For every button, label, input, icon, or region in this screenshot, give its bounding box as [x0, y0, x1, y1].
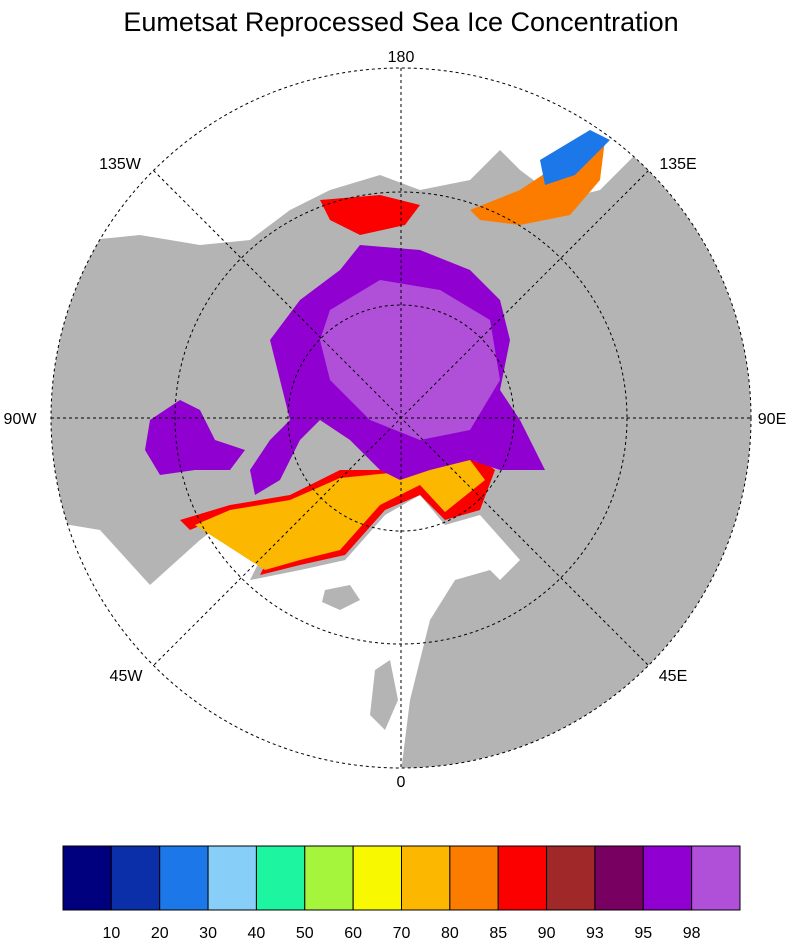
colorbar-label: 10	[102, 925, 120, 942]
colorbar-box	[642, 845, 693, 911]
colorbar-box	[546, 845, 596, 911]
longitude-label: 135W	[99, 156, 142, 173]
longitude-label: 45E	[659, 668, 687, 685]
colorbar-label: 80	[441, 925, 459, 942]
colorbar-label: 40	[248, 925, 266, 942]
map-border	[50, 67, 752, 769]
colorbar-label: 50	[296, 925, 314, 942]
british-isles	[370, 660, 398, 730]
sea-ice	[320, 280, 500, 440]
longitude-label: 90W	[4, 411, 38, 428]
ice-edge	[540, 130, 610, 185]
colorbar-box	[110, 845, 161, 911]
colorbar-box	[594, 845, 644, 911]
hudson-bay-ice	[145, 400, 245, 475]
colorbar-label: 60	[344, 925, 362, 942]
colorbar-box	[62, 845, 112, 911]
colorbar-box	[497, 845, 548, 911]
longitude-labels: 180 135E 90E 45E 0 45W 90W 135W	[4, 49, 787, 791]
colorbar-box	[691, 845, 741, 911]
colorbar-box	[207, 845, 257, 911]
colorbar-label: 85	[489, 925, 507, 942]
ice-edge	[320, 195, 420, 235]
colorbar-box	[352, 845, 402, 911]
colorbar-label: 70	[393, 925, 411, 942]
longitude-label: 90E	[758, 411, 786, 428]
longitude-label: 0	[397, 774, 406, 791]
meridian	[153, 170, 649, 666]
colorbar-label: 90	[538, 925, 556, 942]
colorbar-box	[255, 845, 306, 911]
colorbar-label: 30	[199, 925, 217, 942]
colorbar-box	[401, 845, 451, 911]
colorbar-label: 98	[683, 925, 701, 942]
colorbar-label: 93	[586, 925, 604, 942]
iceland	[322, 585, 360, 610]
longitude-label: 135E	[659, 156, 696, 173]
colorbar-box	[159, 845, 209, 911]
colorbar-label: 95	[634, 925, 652, 942]
colorbar: 10 20 30 40 50 60 70 80 85 90 93 95 98	[62, 845, 741, 942]
colorbar-box	[304, 845, 354, 911]
longitude-label: 180	[388, 49, 415, 66]
map-title: Eumetsat Reprocessed Sea Ice Concentrati…	[123, 7, 678, 37]
colorbar-label: 20	[151, 925, 169, 942]
ice-edge	[195, 460, 485, 570]
colorbar-box	[449, 845, 499, 911]
longitude-label: 45W	[110, 668, 144, 685]
